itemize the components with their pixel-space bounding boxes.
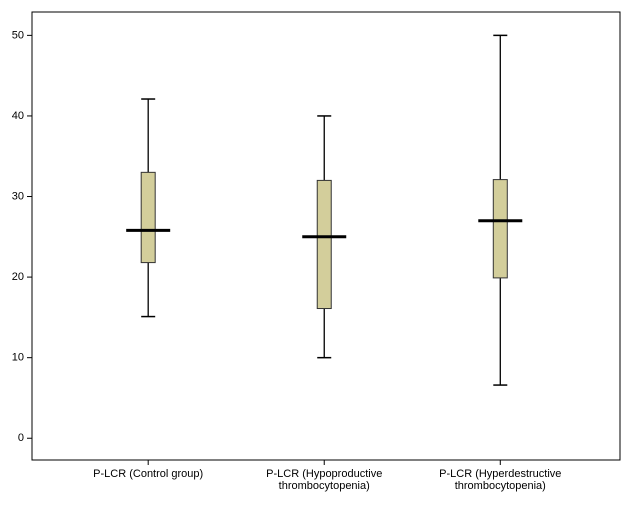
x-tick-label: P-LCR (Control group) [93,468,203,480]
y-tick-label: 40 [12,110,24,122]
box [140,171,156,264]
y-tick-label: 10 [12,352,24,364]
plot-frame [31,11,621,461]
y-tick-label: 20 [12,271,24,283]
box [492,179,508,279]
x-tick-label: P-LCR (Hyperdestructive [439,468,561,480]
y-tick-label: 30 [12,190,24,202]
x-tick-label: thrombocytopenia) [279,480,370,492]
y-tick-label: 0 [18,432,24,444]
x-tick-label: P-LCR (Hypoproductive [266,468,382,480]
y-tick-label: 50 [12,29,24,41]
x-tick-label: thrombocytopenia) [455,480,546,492]
box [316,179,332,310]
